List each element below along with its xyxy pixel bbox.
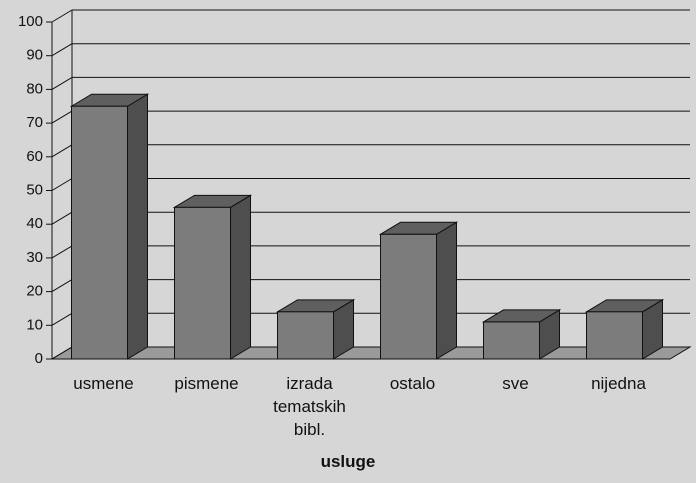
bar	[380, 233, 437, 360]
grid-line	[51, 346, 73, 360]
y-tick-label: 80	[26, 80, 43, 97]
bar	[483, 321, 540, 360]
grid-line	[51, 312, 73, 326]
x-tick-label: ostalo	[389, 374, 436, 393]
y-tick-label: 70	[26, 114, 43, 131]
grid-line	[51, 110, 73, 124]
y-tick-label: 30	[26, 249, 43, 266]
y-tick-label: 10	[26, 316, 43, 333]
bar	[71, 105, 128, 360]
bar-side	[127, 93, 148, 360]
grid-line	[51, 76, 73, 90]
y-tick-label: 50	[26, 181, 43, 198]
y-tick-label: 60	[26, 148, 43, 165]
grid-line	[51, 144, 73, 158]
x-axis-label: usluge	[320, 452, 376, 471]
x-tick-label: usmene	[73, 374, 134, 393]
bar	[586, 311, 643, 360]
bar	[277, 311, 334, 360]
x-tick-label: nijedna	[591, 374, 646, 393]
grid-line	[51, 178, 73, 191]
y-tick-label: 20	[26, 283, 43, 300]
y-tick-label: 100	[18, 13, 43, 30]
grid-line	[51, 279, 73, 293]
grid-line	[51, 9, 73, 23]
y-tick-label: 90	[26, 47, 43, 64]
x-tick-label: izrada tematskih bibl.	[273, 374, 346, 439]
grid-line	[51, 211, 73, 225]
bar-side	[230, 194, 251, 360]
x-tick-label: pismene	[174, 374, 239, 393]
grid-line	[51, 43, 73, 57]
grid-line	[51, 245, 73, 259]
y-tick-label: 40	[26, 215, 43, 232]
x-tick-label: sve	[502, 374, 529, 393]
y-tick-label: 0	[35, 350, 43, 367]
bar-side	[436, 221, 457, 360]
bar	[174, 206, 231, 360]
